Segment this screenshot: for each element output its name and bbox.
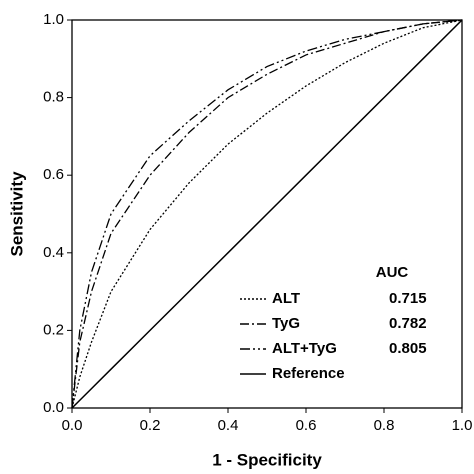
x-tick-label: 1.0 <box>452 417 473 434</box>
x-tick-label: 0.4 <box>218 417 239 434</box>
x-tick-label: 0.6 <box>296 417 317 434</box>
y-axis-label: Sensitivity <box>7 171 26 257</box>
legend-label: Reference <box>272 365 345 382</box>
x-axis-label: 1 - Specificity <box>212 450 322 469</box>
auc-value: 0.715 <box>389 290 427 307</box>
legend-label: TyG <box>272 315 300 332</box>
legend-title: AUC <box>376 264 409 281</box>
x-tick-label: 0.0 <box>62 417 83 434</box>
plot-frame <box>71 19 463 409</box>
y-tick-label: 0.6 <box>43 166 64 183</box>
y-tick-label: 0.4 <box>43 244 64 261</box>
y-tick-label: 0.8 <box>43 89 64 106</box>
y-tick-label: 0.2 <box>43 321 64 338</box>
y-tick-label: 0.0 <box>43 399 64 416</box>
legend-label: ALT <box>272 290 300 307</box>
legend-label: ALT+TyG <box>272 340 337 357</box>
x-tick-label: 0.8 <box>374 417 395 434</box>
auc-value: 0.805 <box>389 340 427 357</box>
roc-curve <box>71 19 463 409</box>
roc-curve <box>71 19 463 409</box>
x-tick-label: 0.2 <box>140 417 161 434</box>
roc-curve <box>71 19 463 409</box>
y-tick-label: 1.0 <box>43 11 64 28</box>
auc-value: 0.782 <box>389 315 427 332</box>
